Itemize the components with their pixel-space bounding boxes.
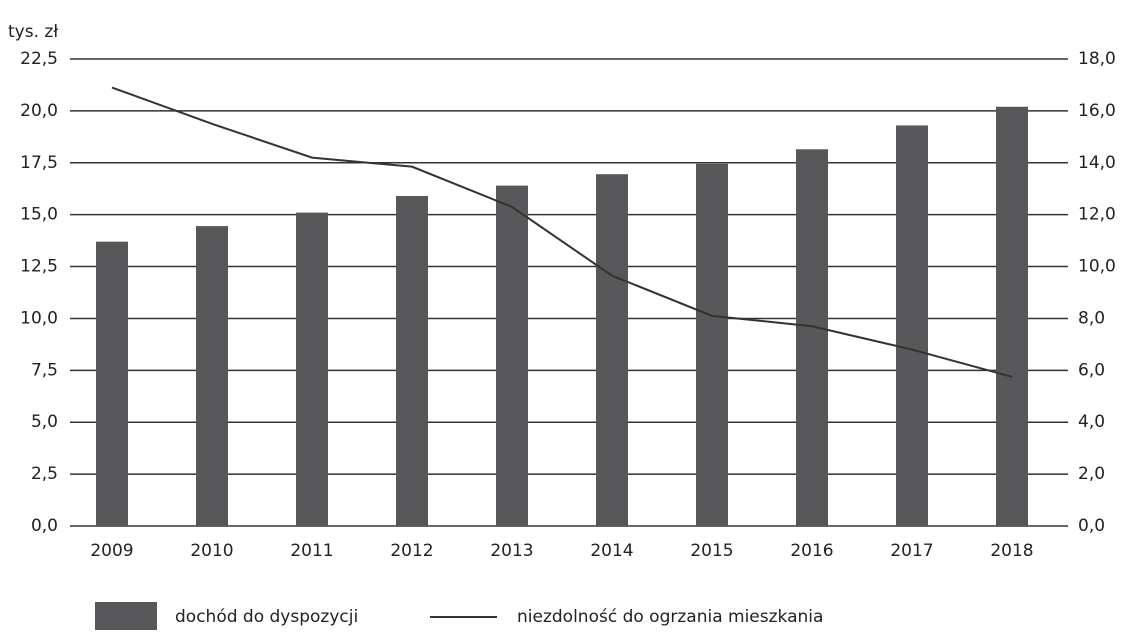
x-tick-label: 2018: [990, 541, 1033, 561]
bar: [696, 163, 728, 526]
bar: [296, 212, 328, 526]
bar: [396, 195, 428, 526]
y-tick-label: 12,5: [20, 257, 58, 277]
y2-tick-label: 16,0: [1078, 101, 1116, 121]
y-tick-label: 7,5: [31, 360, 58, 380]
x-tick-label: 2016: [790, 541, 833, 561]
y-tick-label: 20,0: [20, 101, 58, 121]
y-tick-label: 10,0: [20, 308, 58, 328]
legend-label: niezdolność do ogrzania mieszkania: [517, 607, 823, 627]
y2-tick-label: 12,0: [1078, 205, 1116, 225]
x-tick-label: 2015: [690, 541, 733, 561]
x-tick-label: 2012: [390, 541, 433, 561]
bar: [896, 125, 928, 526]
y-tick-label: 15,0: [20, 205, 58, 225]
bar: [196, 226, 228, 527]
y2-tick-label: 6,0: [1078, 360, 1105, 380]
x-tick-label: 2009: [90, 541, 133, 561]
y-tick-label: 0,0: [31, 516, 58, 536]
y-axis-label: tys. zł: [8, 22, 58, 42]
y-tick-label: 2,5: [31, 464, 58, 484]
line: [111, 86, 1013, 378]
x-tick-label: 2010: [190, 541, 233, 561]
y-tick-label: 22,5: [20, 49, 58, 69]
y-tick-label: 5,0: [31, 412, 58, 432]
y2-tick-label: 0,0: [1078, 516, 1105, 536]
y2-tick-label: 10,0: [1078, 257, 1116, 277]
bar: [796, 149, 828, 526]
y-tick-label: 17,5: [20, 153, 58, 173]
y2-tick-label: 8,0: [1078, 308, 1105, 328]
bar: [596, 174, 628, 526]
x-tick-label: 2014: [590, 541, 633, 561]
x-tick-label: 2017: [890, 541, 933, 561]
legend-swatch: [95, 602, 157, 630]
bar: [496, 185, 528, 526]
y2-tick-label: 14,0: [1078, 153, 1116, 173]
legend-label: dochód do dyspozycji: [175, 607, 358, 627]
x-tick-label: 2011: [290, 541, 333, 561]
y2-tick-label: 2,0: [1078, 464, 1105, 484]
bar: [96, 241, 128, 526]
y2-tick-label: 4,0: [1078, 412, 1105, 432]
x-tick-label: 2013: [490, 541, 533, 561]
bar: [996, 106, 1028, 526]
y2-tick-label: 18,0: [1078, 49, 1116, 69]
